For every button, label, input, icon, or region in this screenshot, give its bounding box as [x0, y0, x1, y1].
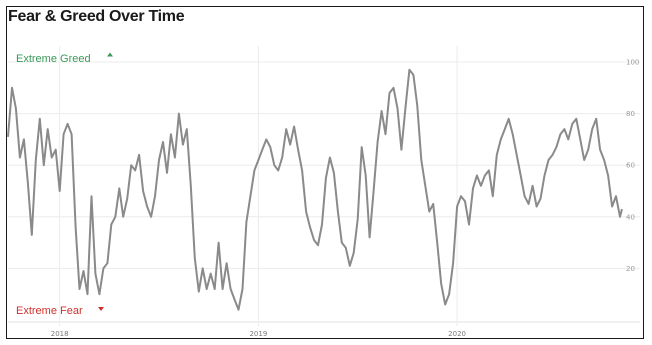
down-triangle-icon — [98, 307, 104, 311]
y-tick-label: 80 — [626, 110, 635, 118]
x-tick-label: 2018 — [51, 330, 69, 338]
x-tick-layer: 2018 2019 2020 — [51, 330, 466, 338]
extreme-fear-text: Extreme Fear — [16, 305, 83, 317]
grid-layer — [8, 46, 640, 326]
fear-greed-series-line — [7, 68, 623, 311]
line-layer — [7, 68, 623, 311]
extreme-greed-label: Extreme Greed — [16, 53, 91, 65]
x-tick-label: 2020 — [448, 330, 466, 338]
y-tick-layer: 100 80 60 40 20 — [626, 59, 639, 273]
x-tick-label: 2019 — [249, 330, 267, 338]
chart-title: Fear & Greed Over Time — [8, 8, 185, 25]
up-triangle-icon — [107, 52, 113, 57]
y-tick-label: 40 — [626, 213, 635, 221]
y-tick-label: 60 — [626, 162, 635, 170]
extreme-fear-label: Extreme Fear — [16, 305, 83, 317]
y-tick-label: 100 — [626, 59, 639, 67]
y-tick-label: 20 — [626, 265, 635, 273]
extreme-greed-text: Extreme Greed — [16, 53, 91, 65]
